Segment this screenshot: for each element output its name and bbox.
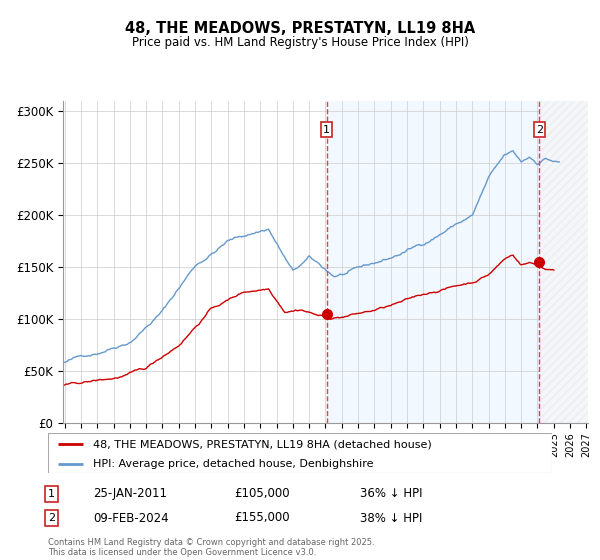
Bar	[326, 101, 539, 423]
Text: 48, THE MEADOWS, PRESTATYN, LL19 8HA (detached house): 48, THE MEADOWS, PRESTATYN, LL19 8HA (de…	[94, 439, 432, 449]
Bar	[539, 101, 595, 423]
Text: 25-JAN-2011: 25-JAN-2011	[93, 487, 167, 501]
Text: 36% ↓ HPI: 36% ↓ HPI	[360, 487, 422, 501]
Text: £105,000: £105,000	[234, 487, 290, 501]
Text: 2: 2	[48, 513, 55, 523]
Text: 38% ↓ HPI: 38% ↓ HPI	[360, 511, 422, 525]
Text: 1: 1	[323, 125, 330, 134]
Text: Price paid vs. HM Land Registry's House Price Index (HPI): Price paid vs. HM Land Registry's House …	[131, 36, 469, 49]
Text: HPI: Average price, detached house, Denbighshire: HPI: Average price, detached house, Denb…	[94, 459, 374, 469]
Text: 09-FEB-2024: 09-FEB-2024	[93, 511, 169, 525]
Text: 2: 2	[536, 125, 543, 134]
Text: 48, THE MEADOWS, PRESTATYN, LL19 8HA: 48, THE MEADOWS, PRESTATYN, LL19 8HA	[125, 21, 475, 36]
Bar	[539, 101, 595, 423]
Text: £155,000: £155,000	[234, 511, 290, 525]
Text: Contains HM Land Registry data © Crown copyright and database right 2025.
This d: Contains HM Land Registry data © Crown c…	[48, 538, 374, 557]
Text: 1: 1	[48, 489, 55, 499]
